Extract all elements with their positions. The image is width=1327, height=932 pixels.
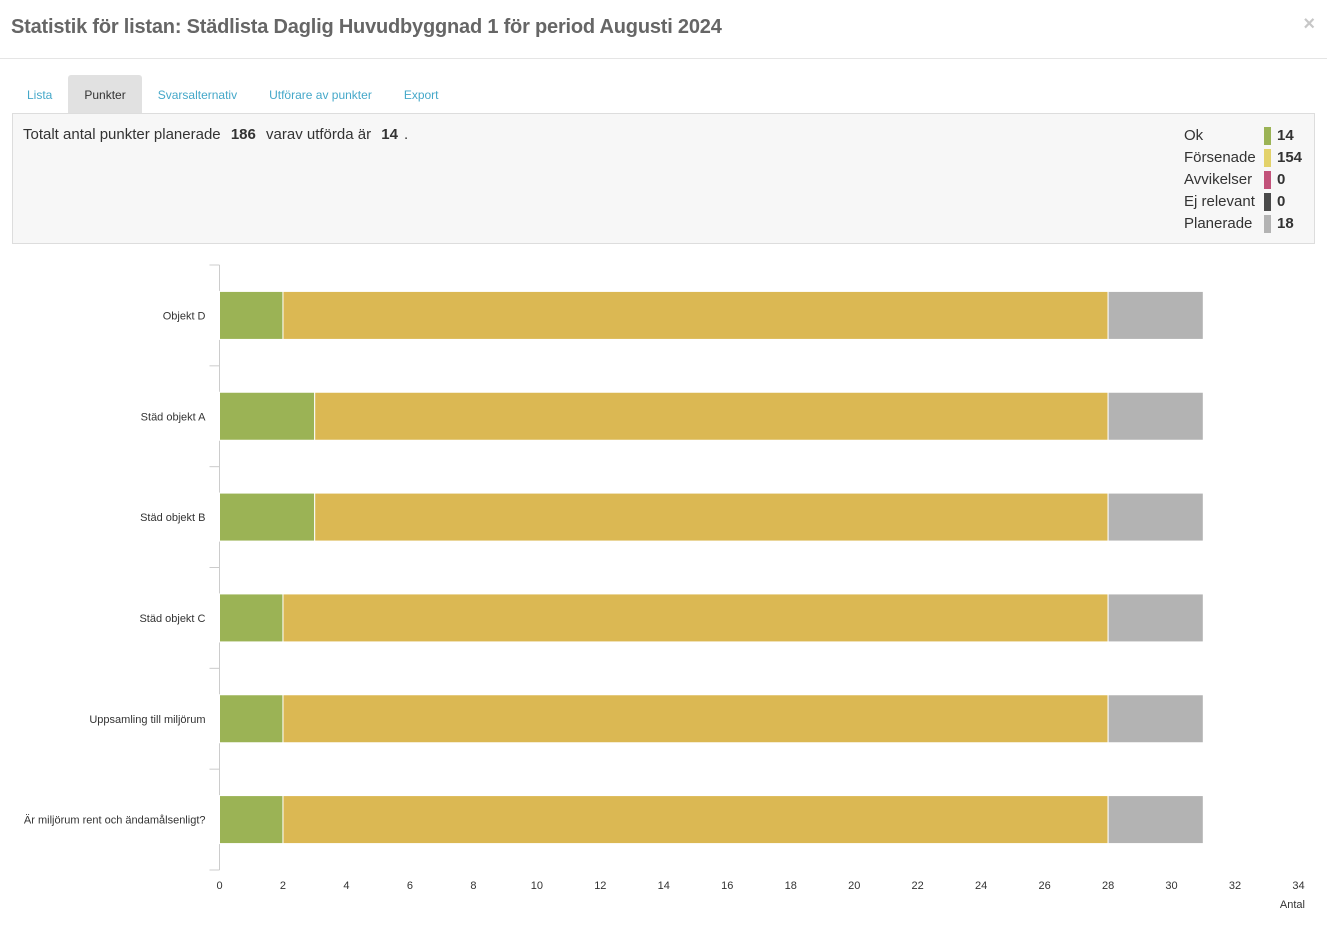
- x-tick-label: 30: [1165, 880, 1177, 892]
- bar-segment: [282, 593, 1109, 643]
- x-tick-label: 20: [848, 880, 860, 892]
- x-tick-label: 18: [785, 880, 797, 892]
- legend-swatch: [1264, 193, 1271, 211]
- bar-segment: [219, 391, 316, 441]
- planned-total: 186: [230, 126, 256, 143]
- legend-label: Planerade: [1184, 215, 1253, 232]
- tab-utforare-av-punkter[interactable]: Utförare av punkter: [269, 88, 372, 102]
- category-label: Städ objekt C: [139, 613, 205, 625]
- legend-value: 0: [1277, 171, 1286, 188]
- tab-lista[interactable]: Lista: [27, 88, 53, 102]
- tab-export[interactable]: Export: [403, 88, 439, 102]
- category-label: Objekt D: [163, 310, 206, 322]
- legend-swatch: [1264, 171, 1271, 189]
- done-total: 14: [381, 126, 398, 143]
- x-axis-label: Antal: [1280, 899, 1305, 911]
- bar-segment: [219, 290, 284, 340]
- bar-segment: [219, 694, 284, 744]
- category-label: Städ objekt A: [141, 411, 206, 423]
- bar-segment: [314, 492, 1109, 542]
- legend-item-planerade: Planerade 18: [1184, 213, 1314, 235]
- x-tick-label: 6: [407, 880, 413, 892]
- x-tick-label: 32: [1229, 880, 1241, 892]
- stacked-bar-chart: Objekt D Städ objekt A Städ objekt B Städ o…: [24, 264, 1305, 911]
- legend-item-forsenade: Försenade 154: [1184, 147, 1314, 169]
- x-tick-label: 26: [1038, 880, 1050, 892]
- bar-segment: [1107, 795, 1204, 845]
- legend-item-avvikelser: Avvikelser 0: [1184, 169, 1314, 191]
- legend-label: Försenade: [1184, 149, 1256, 166]
- legend-value: 14: [1277, 127, 1294, 144]
- tab-bar: Lista Punkter Svarsalternativ Utförare a…: [11, 75, 455, 113]
- tab-svarsalternativ[interactable]: Svarsalternativ: [157, 88, 238, 102]
- summary-panel: Totalt antal punkter planerade 186 varav…: [12, 113, 1315, 244]
- category-label: Städ objekt B: [140, 512, 205, 524]
- bar-segment: [282, 290, 1109, 340]
- summary-text: Totalt antal punkter planerade 186 varav…: [23, 126, 408, 143]
- summary-prefix: Totalt antal punkter planerade: [23, 126, 221, 143]
- legend-swatch: [1264, 215, 1271, 233]
- close-icon[interactable]: ×: [1303, 13, 1315, 35]
- dialog-header: Statistik för listan: Städlista Daglig H…: [0, 0, 1327, 59]
- legend-item-ej-relevant: Ej relevant 0: [1184, 191, 1314, 213]
- bar-segment: [219, 492, 316, 542]
- summary-middle: varav utförda är: [266, 126, 372, 143]
- bar-segment: [1107, 694, 1204, 744]
- legend-value: 18: [1277, 215, 1294, 232]
- x-tick-label: 8: [470, 880, 476, 892]
- x-tick-label: 10: [531, 880, 543, 892]
- bar-segment: [282, 694, 1109, 744]
- category-label: Är miljörum rent och ändamålsenligt?: [24, 815, 206, 827]
- legend-value: 154: [1277, 149, 1303, 166]
- bar-segment: [219, 795, 284, 845]
- status-legend: Ok 14 Försenade 154 Avvikelser 0 Ej rele…: [1184, 125, 1314, 235]
- dialog-title: Statistik för listan: Städlista Daglig H…: [11, 16, 722, 38]
- bar-segment: [314, 391, 1109, 441]
- x-tick-label: 12: [594, 880, 606, 892]
- x-tick-label: 0: [216, 880, 222, 892]
- legend-item-ok: Ok 14: [1184, 125, 1314, 147]
- x-tick-label: 28: [1102, 880, 1114, 892]
- x-tick-label: 22: [912, 880, 924, 892]
- x-tick-label: 14: [658, 880, 670, 892]
- legend-label: Avvikelser: [1184, 171, 1253, 188]
- legend-swatch: [1264, 127, 1271, 145]
- bar-segment: [282, 795, 1109, 845]
- legend-label: Ok: [1184, 127, 1204, 144]
- bar-segment: [1107, 492, 1204, 542]
- x-tick-label: 4: [343, 880, 349, 892]
- x-tick-label: 2: [280, 880, 286, 892]
- x-tick-label: 16: [721, 880, 733, 892]
- tab-punkter[interactable]: Punkter: [68, 75, 142, 113]
- summary-suffix: .: [403, 126, 409, 143]
- x-tick-label: 24: [975, 880, 987, 892]
- legend-value: 0: [1277, 193, 1286, 210]
- bar-segment: [1107, 593, 1204, 643]
- legend-swatch: [1264, 149, 1271, 167]
- bar-segment: [1107, 391, 1204, 441]
- bar-segment: [1107, 290, 1204, 340]
- bar-segment: [219, 593, 284, 643]
- x-tick-label: 34: [1292, 880, 1304, 892]
- category-label: Uppsamling till miljörum: [89, 714, 205, 726]
- legend-label: Ej relevant: [1184, 193, 1255, 210]
